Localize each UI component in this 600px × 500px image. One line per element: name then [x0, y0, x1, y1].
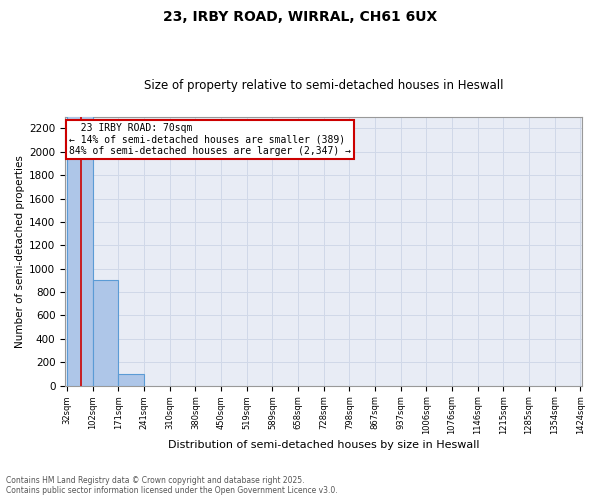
Title: Size of property relative to semi-detached houses in Heswall: Size of property relative to semi-detach… — [144, 79, 503, 92]
Y-axis label: Number of semi-detached properties: Number of semi-detached properties — [15, 155, 25, 348]
Text: Contains HM Land Registry data © Crown copyright and database right 2025.
Contai: Contains HM Land Registry data © Crown c… — [6, 476, 338, 495]
Bar — [67, 66, 93, 386]
Text: 23 IRBY ROAD: 70sqm
← 14% of semi-detached houses are smaller (389)
84% of semi-: 23 IRBY ROAD: 70sqm ← 14% of semi-detach… — [69, 122, 351, 156]
Text: 23, IRBY ROAD, WIRRAL, CH61 6UX: 23, IRBY ROAD, WIRRAL, CH61 6UX — [163, 10, 437, 24]
Bar — [93, 280, 118, 386]
Bar — [118, 374, 144, 386]
X-axis label: Distribution of semi-detached houses by size in Heswall: Distribution of semi-detached houses by … — [168, 440, 479, 450]
